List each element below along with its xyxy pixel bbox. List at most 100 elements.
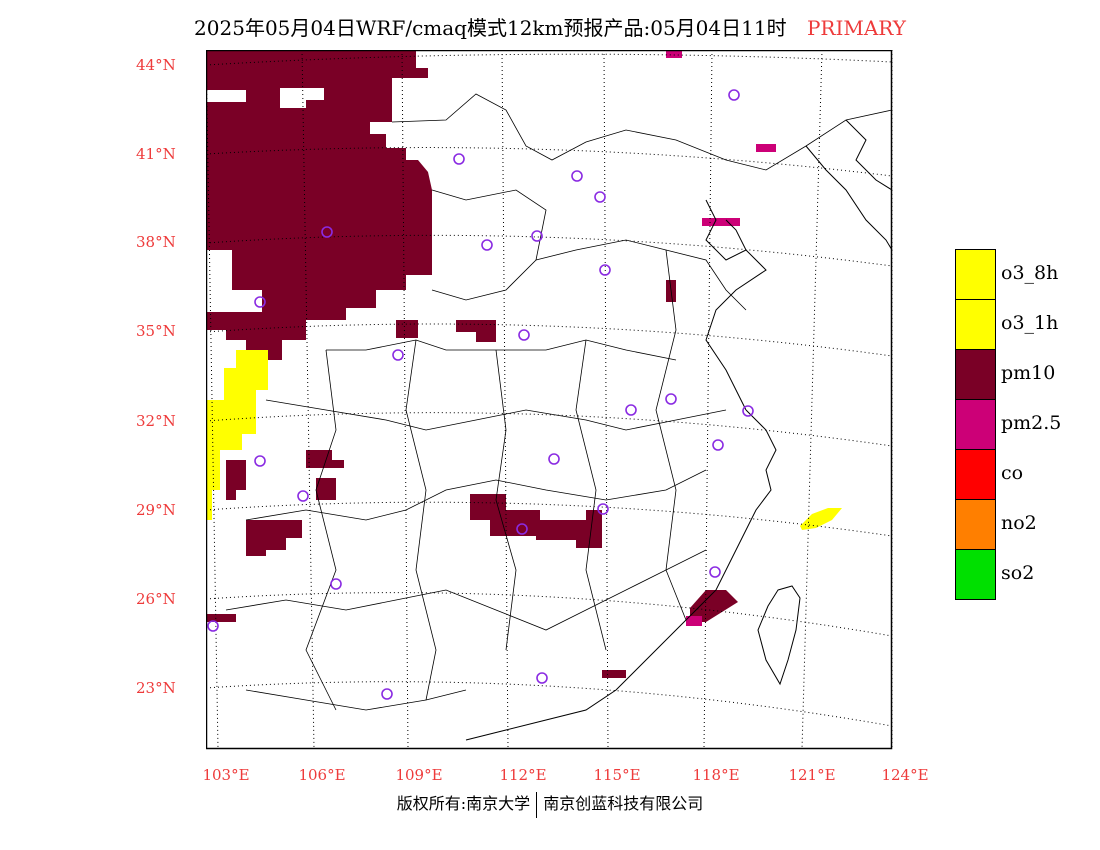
lat-line-26 [206,592,893,637]
lon-line-106 [301,50,315,750]
boundary-vertical-3 [495,349,517,651]
pm25-liaoning-patch [756,144,776,152]
legend-swatch [955,549,996,600]
lat-label-44: 44°N [136,56,176,74]
legend-no2: no2 [955,499,1095,550]
coastline-shandong [705,249,767,411]
station-marker [665,393,677,405]
boundary-north [391,93,893,171]
legend-co: co [955,449,1095,500]
coastline-east [805,145,893,251]
pm10-fujian-patch [690,590,738,622]
station-marker [599,264,611,276]
pm25-north-patch [666,50,682,58]
legend-label: no2 [1001,512,1037,534]
pm10-chongqing-patch [316,478,336,500]
station-marker [381,688,393,700]
station-marker [597,503,609,515]
station-marker [536,672,548,684]
lon-label-103: 103°E [202,766,250,784]
lat-line-23 [206,681,893,727]
boundary-vertical-4 [575,339,607,651]
station-marker [516,523,528,535]
legend-swatch [955,499,996,550]
lon-label-115: 115°E [593,766,641,784]
lon-label-121: 121°E [788,766,836,784]
boundary-inner-7 [245,689,467,711]
lon-line-112 [501,50,509,750]
boundary-inner-1 [431,189,547,301]
legend-o3-1h: o3_1h [955,299,1095,350]
lon-label-124: 124°E [881,766,929,784]
copyright-footer: 版权所有:南京大学 南京创蓝科技有限公司 [0,790,1100,818]
coastline-jiangsu-zhejiang [465,409,777,741]
station-marker [453,153,465,165]
map-frame [206,50,893,750]
lon-label-112: 112°E [499,766,547,784]
pm25-fujian-patch [686,616,702,626]
pm10-sichuan-patch [226,460,246,500]
legend-label: o3_8h [1001,262,1059,284]
lat-line-29 [206,501,893,537]
pm25-shandong-patch [702,218,740,226]
copyright-right: 南京创蓝科技有限公司 [543,794,704,813]
lon-label-109: 109°E [395,766,443,784]
lat-label-29: 29°N [136,501,176,519]
station-marker [625,404,637,416]
lat-line-38 [206,234,893,267]
legend-swatch [955,349,996,400]
pm10-hole-2 [280,88,324,108]
station-marker [297,490,309,502]
boundary-vertical-2 [405,339,437,701]
coastline-bohai [705,199,747,261]
legend-label: pm2.5 [1001,412,1062,434]
station-marker [728,89,740,101]
footer-divider [536,791,538,818]
lat-line-32 [206,412,893,447]
legend-label: pm10 [1001,362,1056,384]
lon-line-109 [401,50,409,750]
legend-label: o3_1h [1001,312,1059,334]
station-marker [392,349,404,361]
title-text: 2025年05月04日WRF/cmaq模式12km预报产品:05月04日11时 [194,16,787,40]
station-marker [709,566,721,578]
boundary-vertical-1 [305,349,337,711]
lat-label-41: 41°N [136,145,176,163]
pm10-sichuan-patch-2 [246,520,302,556]
lat-line-44 [206,53,893,66]
station-marker [531,230,543,242]
legend-label: co [1001,462,1024,484]
o3-west-region [206,350,268,520]
station-marker [712,439,724,451]
station-marker [594,191,606,203]
lon-label-118: 118°E [692,766,740,784]
pm10-guizhou-patch [306,450,344,468]
taiwan-island [757,585,801,686]
station-marker [254,455,266,467]
station-marker [571,170,583,182]
korea-coast [845,119,893,191]
legend-swatch [955,399,996,450]
pm10-northwest-region [206,50,432,360]
legend-o3-8h: o3_8h [955,249,1095,300]
pm10-hole-1 [206,90,246,102]
copyright-left: 版权所有:南京大学 [396,794,531,813]
lon-line-121 [801,50,823,750]
station-marker [254,296,266,308]
pm10-yunnan-patch [206,614,236,622]
primary-tag: PRIMARY [806,16,906,40]
pm10-hole-3 [206,250,262,312]
lat-label-38: 38°N [136,233,176,251]
lat-label-26: 26°N [136,590,176,608]
lon-line-115 [603,50,609,750]
boundary-inner-5 [245,469,707,521]
station-marker [481,239,493,251]
station-marker [518,329,530,341]
legend-pm10: pm10 [955,349,1095,400]
legend-swatch [955,299,996,350]
pm10-shaanxi-patch [396,320,418,338]
station-marker [321,226,333,238]
map-title: 2025年05月04日WRF/cmaq模式12km预报产品:05月04日11时 … [0,12,1100,41]
legend-swatch [955,449,996,500]
legend-pm25: pm2.5 [955,399,1095,450]
